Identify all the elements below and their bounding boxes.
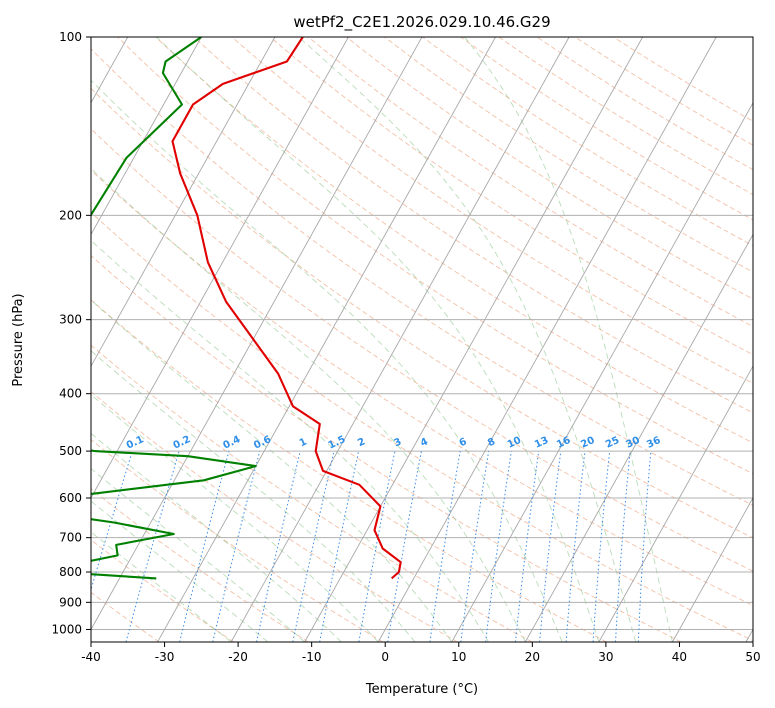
chart-title: wetPf2_C2E1.2026.029.10.46.G29	[293, 13, 550, 32]
y-tick-label: 300	[59, 313, 82, 327]
y-tick-label: 100	[59, 30, 82, 44]
x-tick-label: -40	[81, 650, 101, 664]
y-tick-label: 400	[59, 387, 82, 401]
x-tick-label: 10	[451, 650, 466, 664]
dry-adiabat-line	[91, 169, 753, 606]
mixing-ratio-line	[358, 451, 396, 642]
x-tick-label: 20	[525, 650, 540, 664]
mixing-ratio-label: 1	[298, 436, 309, 449]
moist-adiabat-line	[91, 531, 232, 642]
mixing-ratio-label: 2	[356, 436, 367, 449]
isotherm-line	[91, 37, 202, 236]
mixing-ratio-line	[539, 451, 562, 642]
mixing-ratio-label: 4	[419, 436, 430, 449]
mixing-ratio-line	[319, 450, 360, 642]
mixing-ratio-label: 10	[506, 435, 523, 451]
mixing-ratio-line	[179, 450, 230, 642]
isotherm-line	[91, 37, 349, 499]
isotherm-line	[377, 37, 717, 642]
isotherm-line	[230, 37, 570, 642]
x-tick-label: -10	[302, 650, 322, 664]
y-tick-label: 800	[59, 565, 82, 579]
isotherm-line	[672, 496, 753, 642]
dry-adiabat-line	[91, 48, 753, 506]
mixing-ratio-label: 36	[645, 435, 662, 451]
x-tick-label: 30	[598, 650, 613, 664]
x-tick-label: 50	[745, 650, 760, 664]
y-tick-label: 700	[59, 531, 82, 545]
dry-adiabat-line	[117, 37, 753, 475]
mixing-ratio-label: 3	[392, 436, 403, 449]
y-tick-label: 200	[59, 208, 82, 222]
x-axis-label: Temperature (°C)	[365, 682, 478, 697]
mixing-ratio-line	[256, 450, 301, 642]
y-tick-label: 500	[59, 444, 82, 458]
dry-adiabat-line	[422, 37, 753, 247]
dry-adiabat-line	[91, 391, 458, 642]
dry-adiabat-line	[91, 128, 753, 572]
moist-adiabat-line	[91, 432, 342, 642]
mixing-ratio-line	[429, 451, 461, 642]
dry-adiabat-line	[91, 211, 753, 642]
moist-adiabat-line	[464, 37, 673, 642]
mixing-ratio-label: 8	[486, 436, 497, 449]
mixing-ratio-line	[515, 451, 540, 642]
dry-adiabat-line	[308, 37, 753, 328]
mixing-ratio-line	[485, 451, 512, 642]
dry-adiabat-line	[193, 37, 753, 414]
plot-frame	[90, 36, 754, 643]
dry-adiabat-line	[498, 37, 753, 196]
dry-adiabat-line	[536, 37, 753, 171]
y-tick-label: 1000	[51, 622, 82, 636]
x-tick-label: -20	[228, 650, 248, 664]
isotherm-line	[598, 365, 753, 642]
dry-adiabat-line	[91, 488, 309, 642]
isotherm-line	[91, 37, 276, 368]
mixing-ratio-line	[125, 450, 180, 642]
moist-adiabat-line	[91, 239, 489, 642]
temperature-profile-line	[171, 37, 402, 580]
mixing-ratio-label: 6	[458, 436, 469, 449]
plot-area	[91, 37, 753, 642]
isotherm-line	[524, 233, 753, 642]
x-tick-label: 40	[672, 650, 687, 664]
isotherm-line	[157, 37, 496, 642]
dry-adiabat-line	[91, 87, 753, 539]
isotherm-line	[304, 37, 644, 642]
mixing-ratio-label: 25	[604, 435, 621, 451]
mixing-ratio-label: 20	[579, 435, 596, 451]
moist-adiabat-line	[91, 299, 453, 642]
dewpoint-profile-line	[91, 37, 257, 580]
dry-adiabat-line	[231, 37, 753, 384]
moist-adiabat-line	[91, 79, 563, 642]
mixing-ratio-line	[292, 450, 335, 642]
mixing-ratio-line	[387, 451, 422, 642]
y-tick-label: 600	[59, 491, 82, 505]
moist-adiabat-line	[156, 37, 600, 642]
isotherm-line	[451, 101, 753, 642]
mixing-ratio-line	[212, 450, 261, 642]
mixing-ratio-label: 13	[533, 435, 550, 451]
moist-adiabat-line	[91, 167, 526, 642]
dry-adiabat-line	[91, 438, 384, 642]
dry-adiabat-line	[91, 254, 682, 642]
dry-adiabat-line	[155, 37, 753, 444]
x-tick-label: -30	[155, 650, 175, 664]
x-tick-label: 0	[381, 650, 389, 664]
moist-adiabat-line	[298, 37, 637, 642]
dry-adiabat-line	[384, 37, 753, 273]
mixing-ratio-label: 16	[555, 435, 572, 451]
mixing-ratio-line	[460, 451, 490, 642]
mixing-ratio-label: 30	[624, 435, 641, 451]
y-axis-label: Pressure (hPa)	[11, 293, 26, 386]
y-tick-label: 900	[59, 595, 82, 609]
